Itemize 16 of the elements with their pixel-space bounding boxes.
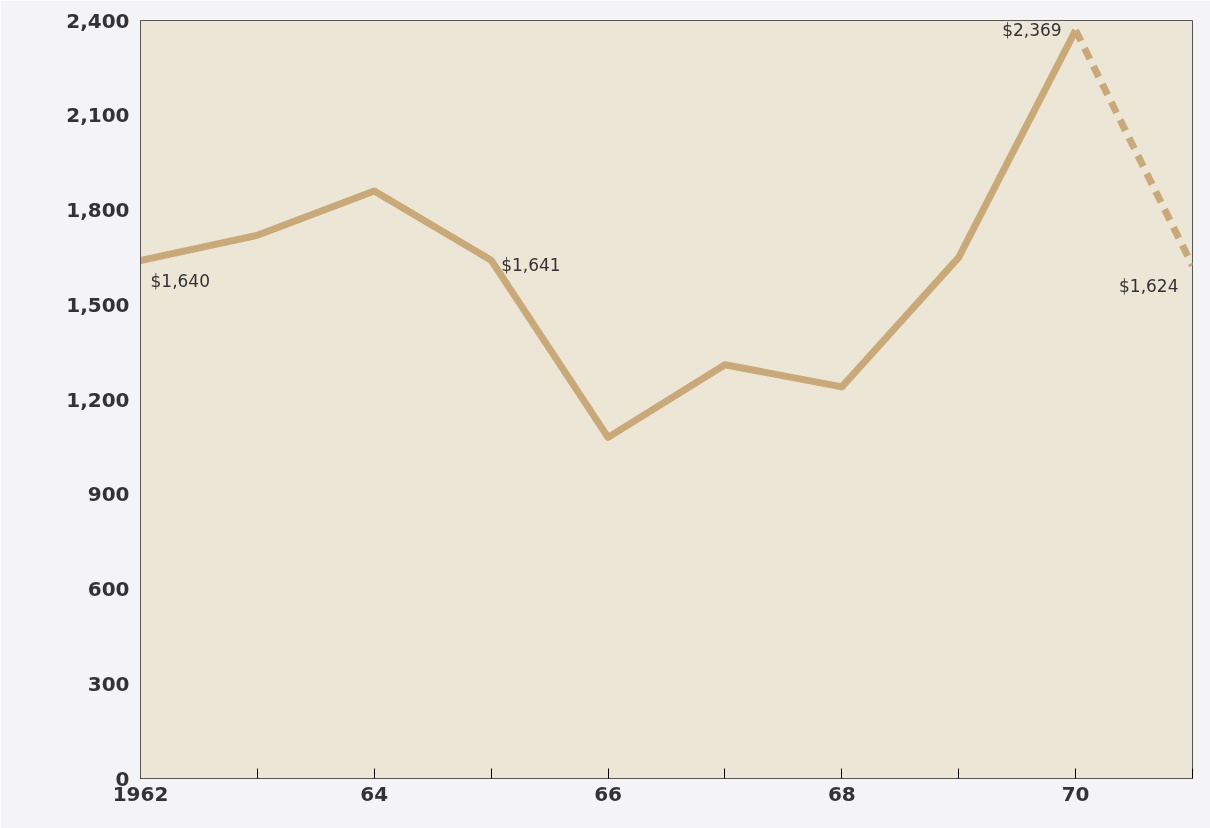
y-tick-label: 1,500 xyxy=(66,292,130,317)
data-label: $2,369 xyxy=(1002,20,1062,41)
x-tick-label: 64 xyxy=(360,781,389,806)
y-tick-label: 1,200 xyxy=(66,387,130,412)
y-tick-label: 1,800 xyxy=(66,198,130,222)
x-tick-label: 66 xyxy=(594,781,622,806)
data-label: $1,640 xyxy=(150,270,210,291)
y-tick-label: 900 xyxy=(87,482,130,507)
data-label: $1,641 xyxy=(501,255,561,276)
x-tick-label: 68 xyxy=(827,781,856,806)
y-tick-label: 2,400 xyxy=(66,8,130,33)
y-tick-label: 2,100 xyxy=(66,103,130,128)
y-tick-label: 600 xyxy=(87,577,130,601)
x-tick-label: 70 xyxy=(1061,781,1090,806)
y-tick-label: 300 xyxy=(87,671,130,696)
data-label: $1,624 xyxy=(1119,275,1179,296)
